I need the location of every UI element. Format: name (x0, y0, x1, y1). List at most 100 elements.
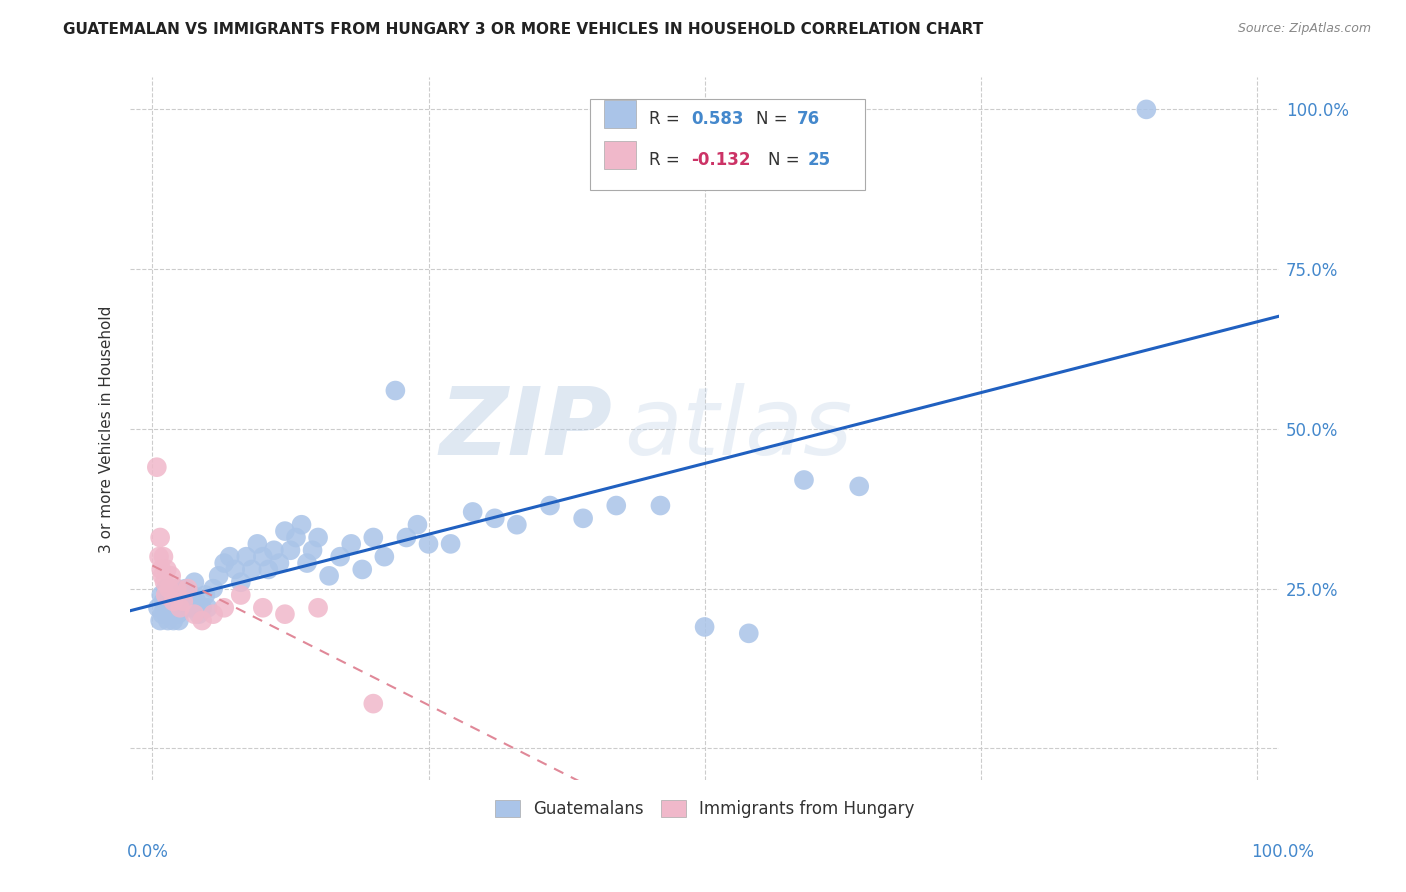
Point (1135, 103, 1157, 117)
Point (418, 537, 440, 551)
Point (166, 607, 188, 622)
Point (163, 594, 186, 608)
Point (257, 562, 280, 576)
Point (183, 575, 205, 590)
Point (149, 614, 172, 628)
Text: 25: 25 (808, 151, 831, 169)
Point (153, 575, 176, 590)
Point (150, 588, 173, 602)
Point (167, 614, 190, 628)
Point (194, 588, 217, 602)
Point (177, 582, 200, 596)
Point (363, 531, 385, 545)
Point (202, 582, 225, 596)
Text: GUATEMALAN VS IMMIGRANTS FROM HUNGARY 3 OR MORE VEHICLES IN HOUSEHOLD CORRELATIO: GUATEMALAN VS IMMIGRANTS FROM HUNGARY 3 … (63, 22, 984, 37)
Point (301, 543, 323, 558)
Point (160, 588, 183, 602)
Point (149, 531, 172, 545)
Bar (603, 101, 636, 128)
Point (252, 600, 274, 615)
Point (274, 607, 297, 622)
Point (169, 594, 191, 608)
Point (191, 600, 214, 615)
Legend: Guatemalans, Immigrants from Hungary: Guatemalans, Immigrants from Hungary (488, 793, 921, 825)
Point (150, 607, 173, 622)
Point (181, 588, 204, 602)
Point (538, 499, 561, 513)
Point (156, 607, 179, 622)
Point (162, 607, 184, 622)
Point (160, 569, 183, 583)
Point (218, 549, 240, 564)
Point (155, 588, 177, 602)
Point (373, 549, 395, 564)
Point (162, 594, 184, 608)
Point (179, 600, 201, 615)
Point (172, 600, 194, 615)
Point (152, 594, 174, 608)
Point (793, 473, 815, 487)
Point (274, 524, 297, 538)
Point (156, 562, 179, 576)
Point (155, 582, 177, 596)
Point (224, 562, 246, 576)
Bar (603, 141, 636, 169)
Point (166, 582, 188, 596)
Text: N =: N = (768, 151, 804, 169)
Point (252, 549, 274, 564)
Point (572, 511, 595, 525)
Point (280, 543, 302, 558)
Point (157, 594, 180, 608)
Point (170, 600, 193, 615)
Text: ZIP: ZIP (440, 383, 613, 475)
Text: R =: R = (650, 110, 686, 128)
Point (605, 499, 627, 513)
Point (172, 594, 194, 608)
Point (340, 537, 363, 551)
Point (166, 582, 188, 596)
Text: R =: R = (650, 151, 686, 169)
Point (162, 614, 184, 628)
Point (295, 556, 318, 570)
Point (269, 556, 291, 570)
Point (395, 531, 418, 545)
Point (229, 575, 252, 590)
Point (157, 582, 180, 596)
Text: 0.583: 0.583 (690, 110, 744, 128)
Point (290, 517, 312, 532)
Point (169, 600, 191, 615)
Point (212, 556, 235, 570)
Point (693, 620, 716, 634)
Point (177, 594, 200, 608)
Point (235, 549, 257, 564)
Text: 0.0%: 0.0% (127, 843, 169, 861)
Point (165, 600, 187, 615)
Point (146, 600, 169, 615)
Point (146, 460, 169, 475)
Point (439, 537, 461, 551)
Point (150, 562, 173, 576)
Point (506, 517, 529, 532)
Point (174, 582, 197, 596)
Point (183, 607, 205, 622)
Point (307, 531, 329, 545)
Point (406, 517, 429, 532)
Point (318, 569, 340, 583)
Point (461, 505, 484, 519)
Point (285, 531, 308, 545)
Point (240, 562, 263, 576)
Point (148, 549, 170, 564)
FancyBboxPatch shape (589, 98, 866, 190)
Text: 76: 76 (796, 110, 820, 128)
Point (263, 543, 285, 558)
Text: N =: N = (756, 110, 793, 128)
Point (352, 562, 374, 576)
Point (484, 511, 506, 525)
Point (384, 384, 406, 398)
Point (202, 607, 225, 622)
Point (848, 479, 870, 493)
Point (152, 549, 174, 564)
Point (650, 499, 672, 513)
Point (186, 594, 208, 608)
Point (150, 569, 173, 583)
